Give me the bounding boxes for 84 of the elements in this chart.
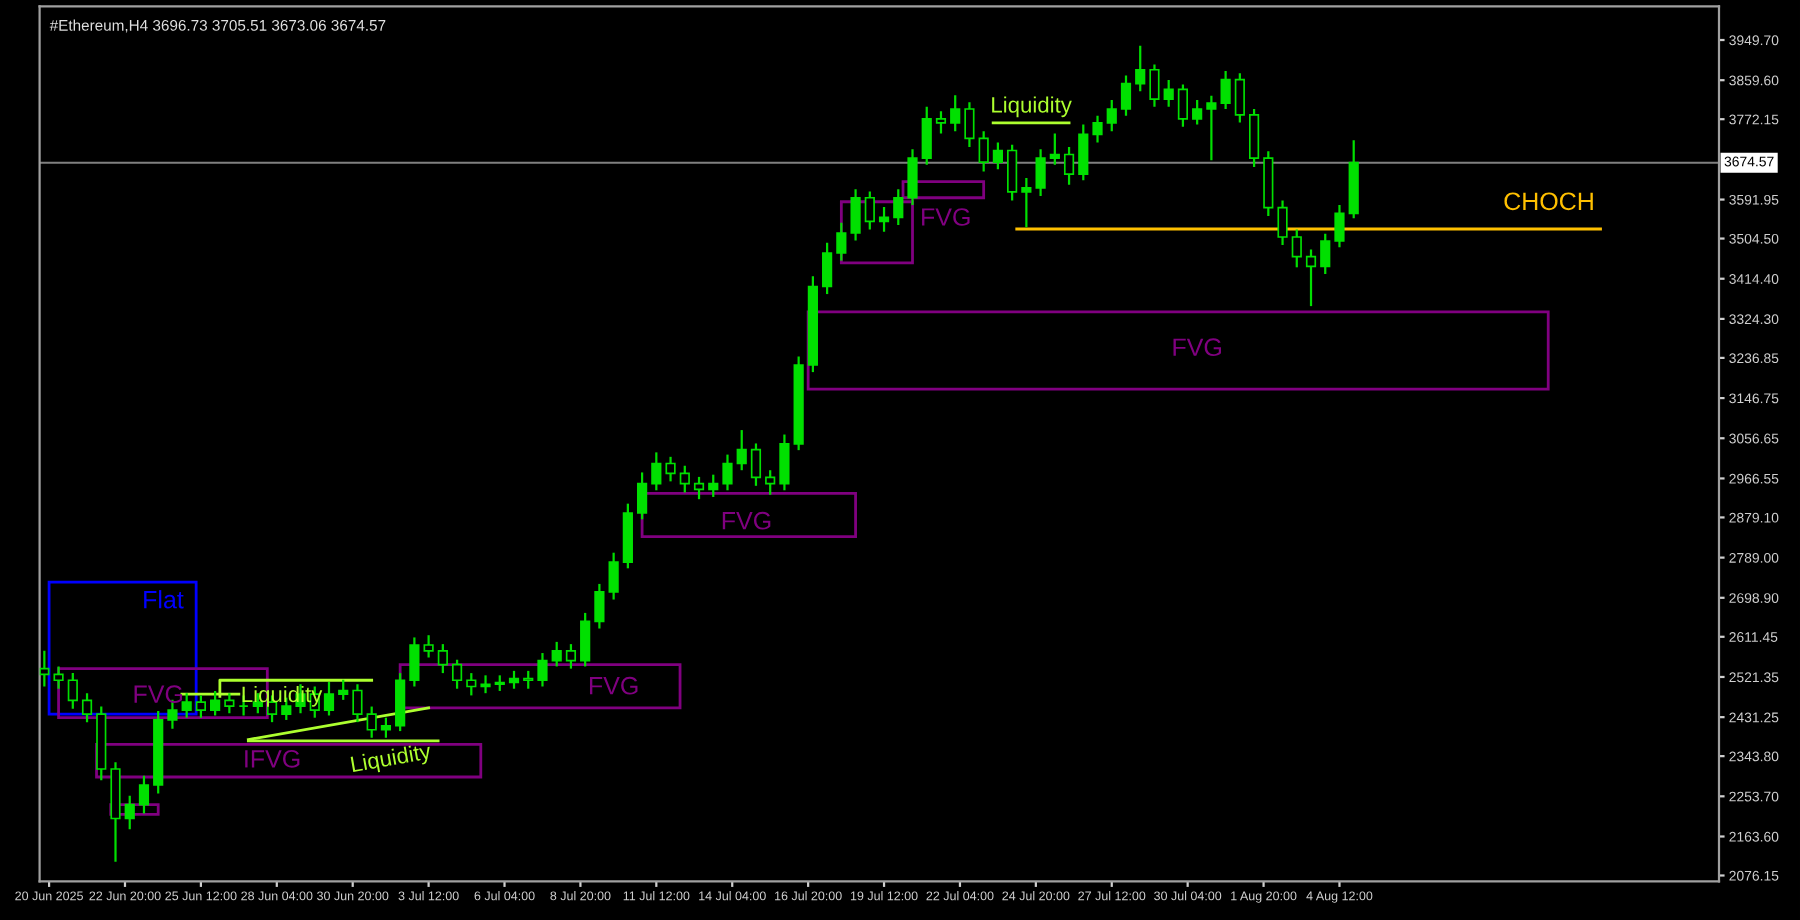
- candlestick: [765, 469, 776, 496]
- candlestick: [352, 683, 363, 724]
- candlestick: [580, 611, 591, 668]
- candlestick: [679, 464, 690, 494]
- candlestick: [950, 94, 961, 133]
- candlestick: [1063, 145, 1075, 186]
- candlestick: [1035, 148, 1046, 198]
- candlestick: [722, 453, 733, 492]
- annotation: FVG: [589, 676, 638, 695]
- candlestick: [750, 442, 762, 487]
- candlestick: [537, 651, 548, 688]
- candlestick: [1007, 143, 1018, 202]
- candlestick: [921, 105, 932, 166]
- candlestick: [1092, 114, 1103, 144]
- candlestick: [210, 689, 221, 717]
- candlestick: [978, 130, 989, 173]
- candlestick: [1106, 98, 1117, 133]
- annotation: IFVG: [245, 749, 300, 768]
- candlestick: [708, 473, 719, 499]
- annotation: Liquidity: [350, 742, 433, 777]
- candlestick: [964, 101, 975, 149]
- candlestick: [822, 241, 833, 296]
- candlestick: [651, 451, 662, 492]
- candlestick: [1234, 72, 1245, 124]
- candlestick: [1078, 123, 1089, 182]
- candlestick: [224, 692, 235, 715]
- series-label: CHOCH: [1504, 192, 1593, 211]
- candlestick: [1277, 199, 1288, 247]
- annotation: FVG: [722, 511, 771, 530]
- candlestick: [380, 716, 392, 739]
- candlestick: [466, 672, 477, 697]
- candlestick: [594, 582, 605, 630]
- candlestick: [395, 672, 406, 733]
- candlestick: [480, 674, 491, 695]
- candlestick: [1135, 44, 1146, 93]
- candlestick: [451, 658, 463, 690]
- candlestick: [551, 640, 562, 668]
- candlestick: [1177, 83, 1189, 128]
- candlestick: [1220, 69, 1231, 111]
- candlestick: [1334, 203, 1345, 249]
- annotation: Flat: [144, 590, 184, 609]
- candlestick: [736, 428, 747, 472]
- candlestick: [864, 190, 875, 231]
- candlestick: [1291, 228, 1302, 269]
- candlestick: [1149, 63, 1160, 108]
- candlestick: [1120, 74, 1132, 117]
- candlestick: [138, 774, 150, 815]
- candlestick: [338, 678, 349, 701]
- candlestick: [636, 471, 648, 521]
- candlestick: [53, 665, 64, 690]
- candlestick: [935, 110, 947, 135]
- candlestick: [437, 643, 448, 675]
- candlestick: [366, 705, 377, 739]
- candlestick: [81, 692, 93, 724]
- candlestick: [779, 433, 790, 492]
- candlestick: [1206, 94, 1217, 162]
- candlestick: [893, 188, 904, 227]
- candlestick: [665, 455, 676, 483]
- candlestick: [1021, 177, 1032, 229]
- candlestick: [1192, 98, 1203, 126]
- candlestick: [850, 188, 861, 242]
- candlestick: [565, 643, 577, 670]
- candlestick: [907, 148, 918, 206]
- annotation: FVG: [1173, 338, 1221, 357]
- candlestick: [323, 680, 335, 717]
- candlestick: [693, 475, 705, 501]
- candlestick: [992, 141, 1004, 171]
- annotation: Liquidity: [992, 96, 1072, 118]
- candlestick: [67, 672, 78, 710]
- candlestick: [836, 221, 847, 262]
- candlestick: [195, 694, 207, 719]
- candlestick: [1320, 232, 1331, 276]
- candlestick: [1248, 107, 1260, 169]
- candlestick: [409, 636, 420, 688]
- candlestick: [878, 206, 890, 233]
- candlestick: [423, 634, 434, 659]
- candlestick: [1049, 132, 1060, 166]
- candlestick: [1163, 78, 1174, 108]
- annotation: FVG: [922, 208, 970, 226]
- annotation: FVG: [134, 685, 183, 704]
- candlestick: [124, 794, 135, 831]
- candlestick: [181, 692, 192, 719]
- candlestick: [1305, 248, 1317, 308]
- candlestick: [608, 551, 619, 601]
